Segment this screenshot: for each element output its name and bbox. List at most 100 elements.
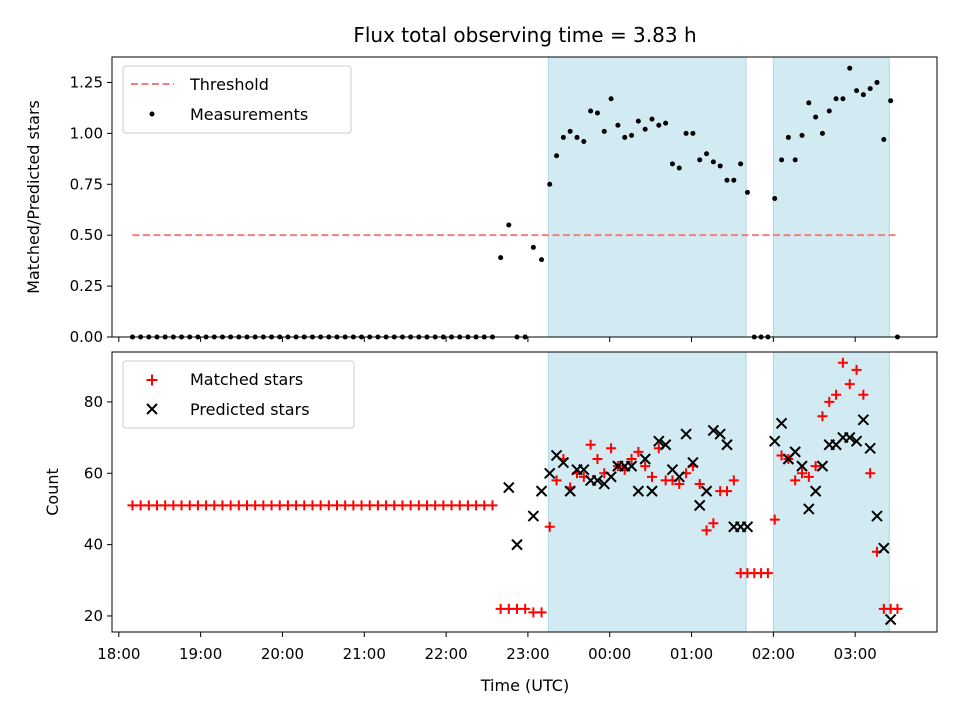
measurement-point-56 [581, 139, 587, 145]
measurement-point-65 [642, 126, 648, 132]
predicted-star-point-17 [632, 485, 645, 497]
measurement-point-37 [432, 334, 438, 340]
predicted-star-point-34 [769, 435, 781, 447]
measurement-point-78 [731, 177, 737, 183]
measurement-point-85 [779, 157, 785, 163]
top-legend: Threshold Measurements [122, 65, 352, 134]
measurement-point-48 [522, 334, 528, 340]
measurement-point-74 [704, 151, 710, 157]
measurement-point-4 [162, 334, 168, 340]
predicted-star-point-45 [844, 431, 856, 444]
matched-star-point-96 [851, 364, 862, 375]
measurement-point-35 [416, 334, 422, 340]
matched-star-point-48 [520, 603, 531, 614]
measurement-point-72 [690, 130, 696, 136]
measurement-point-79 [738, 161, 744, 167]
predicted-star-point-6 [557, 456, 570, 469]
measurement-point-68 [663, 120, 669, 126]
measurement-point-32 [391, 334, 397, 340]
predicted-star-point-28 [707, 424, 720, 437]
x-tick-label-1: 19:00 [179, 645, 222, 663]
measurement-point-13 [236, 334, 242, 340]
bottom-observing-window-0 [547, 351, 747, 633]
measurement-point-31 [383, 334, 389, 340]
x-tick-label-8: 02:00 [752, 645, 795, 663]
measurements-legend-marker [149, 111, 155, 117]
measurement-point-62 [622, 134, 628, 140]
measurement-point-22 [309, 334, 315, 340]
measurement-point-98 [867, 86, 873, 92]
predicted-star-point-2 [527, 510, 540, 522]
measurement-point-16 [260, 334, 266, 340]
measurement-point-66 [649, 116, 655, 122]
measurement-point-50 [539, 257, 545, 263]
matched-star-point-94 [837, 357, 848, 368]
measurement-point-36 [424, 334, 430, 340]
bottom-axes-frame [111, 351, 938, 633]
measurement-point-83 [765, 334, 771, 340]
measurement-point-8 [195, 334, 201, 340]
bottom-panel: 20 40 60 80 18:00 19:00 20:00 21:00 22:00 23:00 00… [84, 351, 938, 663]
predicted-legend-marker [146, 403, 158, 415]
measurement-point-0 [129, 334, 135, 340]
measurement-point-23 [318, 334, 324, 340]
predicted-star-point-0 [503, 481, 515, 494]
measurement-point-6 [179, 334, 185, 340]
measurement-point-84 [772, 196, 778, 202]
measurement-point-9 [203, 334, 209, 340]
measurement-point-57 [588, 108, 594, 114]
x-tick-label-0: 18:00 [97, 645, 140, 663]
matched-star-point-44 [487, 500, 498, 511]
measurement-point-45 [498, 255, 504, 261]
matched-star-point-58 [592, 454, 603, 465]
measurement-point-87 [792, 157, 798, 163]
top-ytick-label-2: 0.50 [70, 226, 103, 244]
predicted-star-point-38 [796, 460, 808, 472]
matched-star-point-50 [536, 607, 547, 618]
predicted-star-point-23 [673, 471, 685, 483]
measurement-point-51 [547, 181, 553, 187]
matched-star-point-91 [817, 411, 828, 422]
matched-star-point-73 [694, 478, 705, 489]
measurement-point-58 [594, 110, 600, 116]
measurement-point-81 [751, 334, 757, 340]
matched-star-point-78 [728, 475, 739, 486]
predicted-star-point-50 [878, 542, 890, 554]
measurement-point-67 [656, 122, 662, 128]
measurement-point-29 [367, 334, 373, 340]
measurement-point-47 [514, 334, 520, 340]
measurement-point-49 [530, 244, 536, 250]
measurement-point-55 [574, 134, 580, 140]
matched-star-point-74 [701, 525, 712, 536]
measurement-point-92 [826, 108, 832, 114]
matched-legend-marker [146, 374, 158, 386]
top-ytick-label-0: 0.00 [70, 328, 103, 346]
chart-title: Flux total observing time = 3.83 h [353, 23, 696, 47]
measurement-point-11 [219, 334, 225, 340]
measurement-point-14 [244, 334, 250, 340]
predicted-star-point-27 [700, 485, 713, 497]
top-ytick-label-1: 0.25 [70, 277, 103, 295]
measurement-point-46 [506, 222, 512, 228]
measurement-point-77 [724, 177, 730, 183]
measurement-point-101 [888, 98, 894, 104]
measurement-point-20 [293, 334, 299, 340]
predicted-star-point-19 [646, 485, 658, 497]
measurement-point-100 [881, 136, 887, 142]
predicted-star-point-18 [639, 453, 651, 465]
measurement-point-21 [301, 334, 307, 340]
measurement-point-28 [359, 334, 365, 340]
x-tick-label-6: 00:00 [588, 645, 631, 663]
measurement-point-71 [683, 130, 689, 136]
measurement-point-40 [457, 334, 463, 340]
x-tick-label-9: 03:00 [834, 645, 877, 663]
predicted-star-point-39 [803, 503, 815, 515]
matched-star-point-93 [831, 389, 842, 400]
matched-star-point-64 [633, 446, 644, 457]
matched-star-point-88 [797, 468, 807, 479]
measurement-point-89 [806, 100, 812, 106]
measurement-point-70 [676, 165, 682, 171]
measurement-point-102 [894, 334, 900, 340]
predicted-star-point-41 [816, 460, 829, 472]
